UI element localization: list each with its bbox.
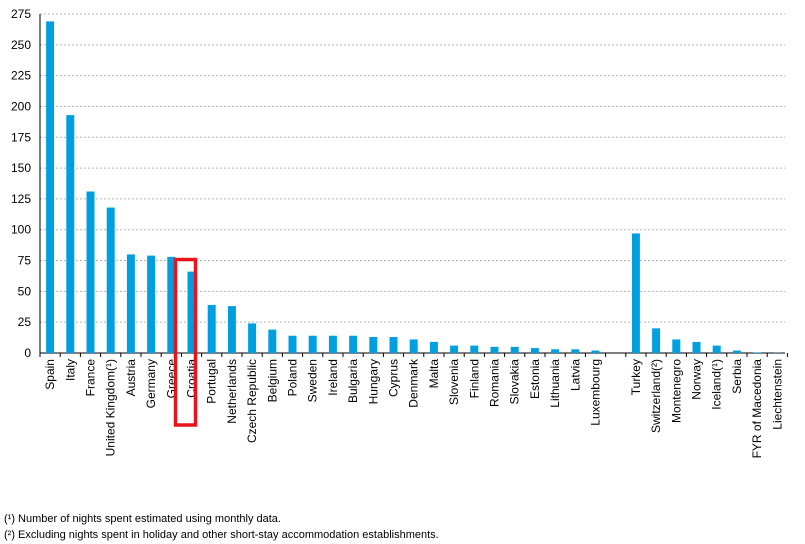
x-tick-label: Lithuania [548, 359, 562, 408]
x-tick-label: Italy [63, 359, 77, 381]
bar-montenegro [672, 339, 681, 353]
x-tick-label: Germany [144, 359, 158, 408]
footnotes: (¹) Number of nights spent estimated usi… [4, 511, 439, 543]
bar-latvia [571, 349, 580, 353]
x-tick-label: Hungary [366, 359, 380, 404]
bar-malta [429, 341, 438, 353]
x-tick-label: Bulgaria [346, 359, 360, 403]
bar-switzerland [652, 328, 661, 353]
y-tick-label: 150 [11, 161, 31, 175]
bar-hungary [369, 336, 378, 353]
y-tick-label: 50 [18, 284, 32, 298]
x-tick-label: Liechtenstein [770, 359, 784, 430]
x-tick-label: Romania [488, 359, 502, 407]
y-tick-label: 200 [11, 99, 31, 113]
bar-belgium [268, 329, 277, 353]
x-tick-label: Czech Republic [245, 359, 259, 443]
bar-iceland [712, 345, 721, 353]
x-tick-label: FYR of Macedonia [750, 359, 764, 459]
bar-lithuania [551, 349, 560, 353]
x-tick-label: Portugal [205, 359, 219, 404]
x-tick-label: France [84, 359, 98, 397]
bar-spain [46, 21, 55, 354]
y-tick-label: 175 [11, 130, 31, 144]
x-tick-label: Turkey [629, 359, 643, 395]
bar-croatia [187, 271, 196, 353]
bar-italy [66, 115, 75, 353]
bar-cyprus [389, 336, 398, 353]
x-tick-label: Montenegro [669, 359, 683, 423]
x-tick-label: Serbia [730, 359, 744, 394]
bar-norway [692, 341, 701, 353]
x-tick-label: United Kingdom(¹) [104, 359, 118, 456]
bar-estonia [530, 348, 539, 353]
bar-chart: 0 25 50 75 100 125 150 175 200 225 250 275 Spain Ital… [11, 7, 788, 459]
bar-romania [490, 346, 499, 353]
bar-turkey [631, 233, 640, 353]
bar-finland [470, 345, 479, 353]
bar-bulgaria [349, 335, 358, 353]
y-tick-label: 100 [11, 223, 31, 237]
y-tick-label: 75 [18, 254, 32, 268]
bar-france [86, 191, 95, 353]
footnote-2: (²) Excluding nights spent in holiday an… [4, 529, 439, 541]
x-tick-label: Ireland [326, 359, 340, 396]
bar-united-kingdom [106, 207, 115, 353]
bar-poland [288, 335, 297, 353]
highlight-box [173, 257, 198, 427]
x-tick-label: Cyprus [387, 359, 401, 397]
bar-germany [147, 255, 156, 353]
bar-ireland [328, 335, 337, 353]
x-tick-label: Estonia [528, 359, 542, 399]
bar-luxembourg [591, 350, 600, 353]
x-tick-label: Poland [286, 359, 300, 396]
bar-slovenia [450, 345, 459, 353]
x-tick-label: Switzerland(²) [649, 359, 663, 433]
bar-greece [167, 256, 176, 353]
bar-czech-republic [248, 323, 257, 353]
bar-portugal [207, 304, 216, 353]
x-tick-label: Austria [124, 359, 138, 397]
x-tick-label: Slovenia [447, 359, 461, 405]
x-tick-label: Netherlands [225, 359, 239, 424]
x-tick-label: Finland [467, 359, 481, 398]
bar-fyr-of-macedonia [753, 352, 762, 353]
x-tick-label: Latvia [568, 359, 582, 391]
bar-austria [126, 254, 135, 353]
x-tick-label: Malta [427, 359, 441, 389]
bar-netherlands [227, 306, 236, 353]
bar-denmark [409, 339, 418, 353]
x-tick-label: Slovakia [508, 359, 522, 405]
footnote-1: (¹) Number of nights spent estimated usi… [4, 513, 281, 525]
x-tick-label: Iceland(¹) [710, 359, 724, 410]
bar-sweden [308, 335, 317, 353]
x-tick-label: Belgium [265, 359, 279, 402]
y-tick-label: 25 [18, 315, 32, 329]
y-tick-label: 0 [24, 346, 31, 360]
y-tick-label: 250 [11, 38, 31, 52]
x-tick-label: Luxembourg [589, 359, 603, 426]
y-tick-label: 225 [11, 69, 31, 83]
x-tick-label: Denmark [407, 358, 421, 408]
bar-slovakia [510, 346, 519, 353]
x-tick-label: Sweden [306, 359, 320, 402]
y-tick-label: 125 [11, 192, 31, 206]
y-tick-label: 275 [11, 7, 31, 21]
x-tick-label: Spain [43, 359, 57, 390]
x-tick-label: Norway [690, 359, 704, 400]
bar-serbia [732, 350, 741, 353]
